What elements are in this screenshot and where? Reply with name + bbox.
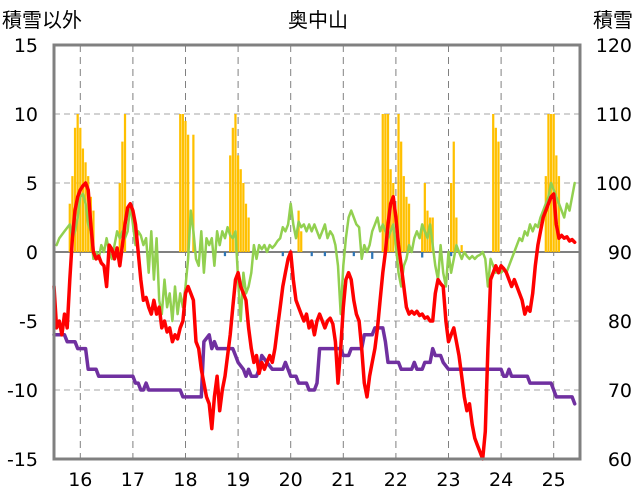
snow-bar <box>92 210 95 252</box>
snow-bar <box>455 217 458 252</box>
series-line <box>52 326 577 406</box>
snow-bar <box>297 210 300 252</box>
x-tick-label: 21 <box>331 469 355 491</box>
snow-bar <box>552 114 555 252</box>
snow-bar <box>392 183 395 252</box>
right-tick-label: 70 <box>608 380 632 402</box>
precip-bar <box>223 252 227 257</box>
snow-bar <box>71 176 74 252</box>
snow-bar <box>121 141 124 252</box>
snow-bar <box>118 183 121 252</box>
left-tick-label: 10 <box>14 104 38 126</box>
x-tick-label: 20 <box>279 469 303 491</box>
x-tick-label: 18 <box>173 469 197 491</box>
precip-bar <box>323 252 327 257</box>
snow-bar <box>400 141 403 252</box>
right-tick-label: 110 <box>596 104 632 126</box>
right-tick-label: 100 <box>596 173 632 195</box>
series-line <box>52 181 577 461</box>
snow-bar <box>492 114 495 252</box>
left-tick-label: -5 <box>19 311 38 333</box>
snow-bar <box>397 114 400 252</box>
snow-bar <box>231 127 234 252</box>
left-tick-label: 0 <box>26 242 38 264</box>
snow-bar <box>452 141 455 252</box>
snow-bar <box>187 134 190 252</box>
gridlines <box>54 45 580 459</box>
series-lines <box>52 181 577 461</box>
snow-bar <box>247 217 250 252</box>
precip-bar <box>371 252 374 259</box>
x-axis-ticks: 16 17 18 19 20 21 22 23 24 25 <box>68 469 566 491</box>
snow-bar <box>386 114 390 252</box>
precip-bar <box>310 252 313 257</box>
snow-bar <box>421 224 424 252</box>
series-line <box>55 181 576 323</box>
snow-bar <box>428 217 432 252</box>
right-tick-label: 80 <box>608 311 632 333</box>
x-tick-label: 19 <box>226 469 250 491</box>
snow-bar <box>497 141 500 252</box>
precip-bar <box>281 252 284 257</box>
right-tick-label: 60 <box>608 449 632 471</box>
snow-bar <box>242 183 245 252</box>
left-axis-ticks: 15 10 5 0 -5 -10 -15 <box>7 35 38 471</box>
snow-bar <box>384 114 387 252</box>
snow-bar <box>76 114 79 252</box>
left-tick-label: 5 <box>26 173 38 195</box>
snow-bar <box>236 155 240 252</box>
snow-bar <box>557 176 561 252</box>
x-tick-label: 23 <box>436 469 460 491</box>
snow-bar <box>179 114 182 252</box>
plot-border <box>52 43 582 461</box>
snow-bar <box>81 148 85 252</box>
snow-bar <box>547 114 550 252</box>
snow-bar <box>234 114 237 252</box>
snow-bar <box>423 183 426 252</box>
left-tick-label: 15 <box>14 35 38 57</box>
snow-bar <box>244 203 248 252</box>
snow-bar <box>402 176 405 252</box>
left-tick-label: -15 <box>7 449 38 471</box>
snow-bar <box>239 169 242 252</box>
snow-bar <box>426 210 429 252</box>
right-axis-ticks: 120 110 100 90 80 70 60 <box>596 35 632 471</box>
x-tick-label: 24 <box>489 469 513 491</box>
x-tick-label: 25 <box>542 469 566 491</box>
right-tick-label: 90 <box>608 242 632 264</box>
precip-bar <box>352 252 355 257</box>
x-tick-label: 22 <box>384 469 408 491</box>
snow-bar <box>229 155 232 252</box>
snow-bar <box>73 127 77 252</box>
snow-bar <box>192 134 195 252</box>
x-tick-label: 17 <box>121 469 145 491</box>
right-axis-title: 積雪 <box>593 8 633 32</box>
snow-bar <box>555 155 558 252</box>
snow-bar <box>460 245 463 252</box>
left-tick-label: -10 <box>7 380 38 402</box>
snow-bar <box>181 114 184 252</box>
chart-title: 奥中山 <box>288 8 348 32</box>
snow-bar <box>300 231 303 252</box>
x-tick-label: 16 <box>68 469 92 491</box>
left-axis-title: 積雪以外 <box>2 8 82 32</box>
snow-bar <box>431 217 434 252</box>
snow-bar <box>184 120 187 253</box>
snow-bar <box>407 203 411 252</box>
precip-bar <box>421 252 424 258</box>
snow-bar <box>450 183 453 252</box>
bars <box>68 114 561 259</box>
snow-bar <box>405 196 408 252</box>
snow-bar <box>123 114 127 252</box>
snow-bar <box>494 127 497 252</box>
precip-bar <box>450 252 453 257</box>
snow-bar <box>381 114 384 252</box>
right-tick-label: 120 <box>596 35 632 57</box>
snow-bar <box>87 176 90 252</box>
